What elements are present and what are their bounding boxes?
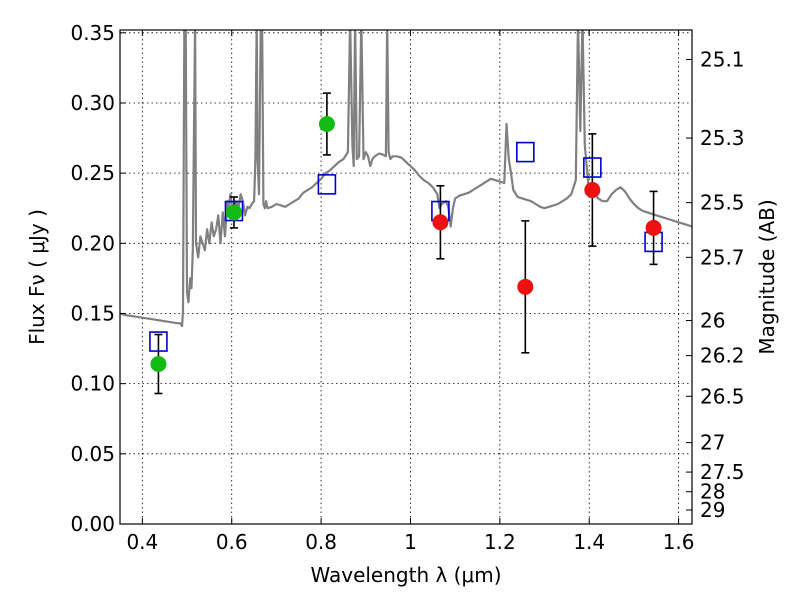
grid bbox=[120, 30, 692, 524]
y-tick-labels: 0.00 0.05 0.10 0.15 0.20 0.25 0.30 0.35 bbox=[70, 21, 115, 536]
y2-tick-label: 25.3 bbox=[700, 126, 745, 150]
model-photometry-point bbox=[317, 174, 337, 195]
observed-photometry-point bbox=[318, 116, 335, 133]
observed-photometry-point bbox=[584, 181, 601, 198]
y2-tick-label: 27 bbox=[700, 431, 725, 455]
y2-axis-label: Magnitude (AB) bbox=[755, 199, 779, 354]
model-photometry-point bbox=[224, 200, 244, 222]
y-tick-label: 0.20 bbox=[70, 231, 115, 255]
observed-photometry-point bbox=[150, 356, 167, 373]
model-photometry-point bbox=[583, 157, 602, 178]
x-tick-label: 0.6 bbox=[216, 530, 248, 554]
y-tick-label: 0.15 bbox=[70, 301, 115, 325]
y-tick-label: 0.30 bbox=[70, 91, 115, 115]
y-tick-label: 0.25 bbox=[70, 161, 115, 185]
y-tick-label: 0.35 bbox=[70, 21, 115, 45]
x-tick-label: 1.6 bbox=[663, 530, 695, 554]
x-tick-label: 1.2 bbox=[484, 530, 516, 554]
model-photometry-point bbox=[516, 141, 535, 163]
y-tick-label: 0.10 bbox=[70, 372, 115, 396]
y2-tick-label: 25.1 bbox=[700, 47, 745, 71]
y-tick-label: 0.05 bbox=[70, 442, 115, 466]
y2-tick-label: 26.2 bbox=[700, 344, 745, 368]
y2-tick-label: 28 bbox=[700, 480, 725, 504]
plot-area bbox=[120, 30, 692, 524]
observed-photometry-markers bbox=[150, 116, 662, 373]
x-tick-labels: 0.4 0.6 0.8 1 1.2 1.4 1.6 bbox=[126, 530, 694, 554]
axis-ticks bbox=[120, 30, 692, 525]
x-tick-label: 1 bbox=[404, 530, 417, 554]
plot-frame bbox=[119, 29, 693, 525]
y2-tick-label: 29 bbox=[700, 498, 725, 522]
model-photometry-point bbox=[149, 331, 168, 352]
model-spectrum-line bbox=[120, 30, 692, 328]
y-tick-label: 0.00 bbox=[70, 512, 115, 536]
y2-tick-label: 25.5 bbox=[700, 191, 745, 215]
spectrum-layer bbox=[120, 30, 692, 328]
y2-tick-label: 27.5 bbox=[700, 460, 745, 484]
y2-tick-label: 26.5 bbox=[700, 384, 745, 408]
y-axis-label: Flux Fν ( μJy ) bbox=[25, 209, 49, 345]
observed-photometry-point bbox=[517, 278, 534, 295]
y2-tick-label: 26 bbox=[700, 309, 725, 333]
x-tick-label: 0.8 bbox=[305, 530, 337, 554]
x-tick-label: 0.4 bbox=[126, 530, 158, 554]
observed-photometry-point bbox=[432, 214, 449, 231]
y2-tick-label: 25.7 bbox=[700, 245, 745, 269]
x-axis-label: Wavelength λ (μm) bbox=[310, 563, 501, 587]
observed-photometry-point bbox=[225, 204, 242, 221]
x-tick-label: 1.4 bbox=[573, 530, 605, 554]
observed-photometry-point bbox=[645, 219, 662, 236]
